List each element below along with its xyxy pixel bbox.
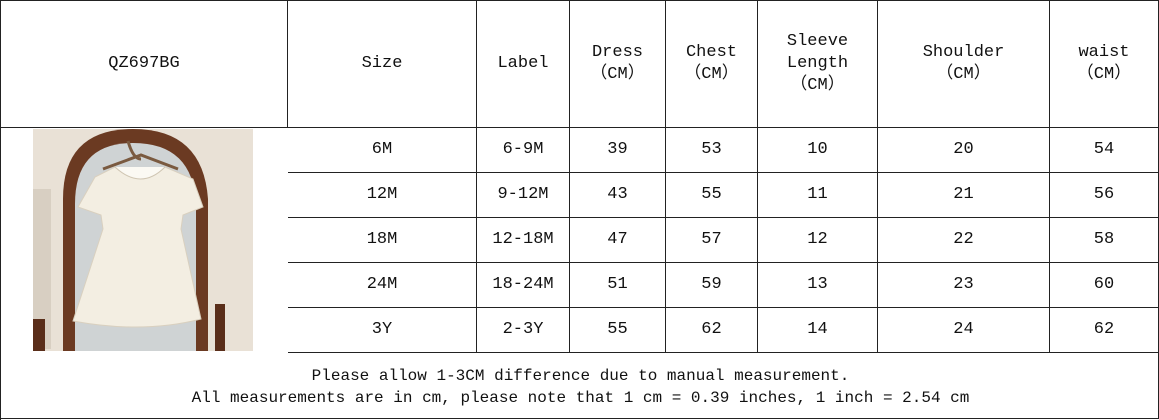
header-cell: QZ697BG: [1, 1, 288, 128]
table-cell: 47: [570, 218, 666, 263]
table-cell: 2-3Y: [477, 308, 570, 353]
table-cell: 11: [758, 173, 878, 218]
table-cell: 6-9M: [477, 128, 570, 173]
cell-text: 6-9M: [502, 140, 544, 159]
table-cell: 9-12M: [477, 173, 570, 218]
cell-text: 56: [1093, 185, 1115, 204]
table-cell: 3Y: [288, 308, 477, 353]
cell-text: 14: [807, 320, 828, 339]
cell-text: 53: [701, 140, 722, 159]
cell-text: 24: [953, 320, 974, 339]
cell-text: 3Y: [371, 320, 393, 339]
table-cell: 55: [666, 173, 758, 218]
cell-text: 12: [807, 230, 828, 249]
table-cell: 14: [758, 308, 878, 353]
footer-note: All measurements are in cm, please note …: [191, 389, 970, 407]
cell-text: 10: [807, 140, 828, 159]
cell-text: 20: [953, 140, 974, 159]
cell-text: Label: [497, 54, 549, 73]
header-cell: waist （CM）: [1050, 1, 1159, 128]
cell-text: 62: [701, 320, 722, 339]
header-cell: Size: [288, 1, 477, 128]
cell-text: 24M: [366, 275, 398, 294]
table-cell: 18-24M: [477, 263, 570, 308]
cell-text: 62: [1093, 320, 1115, 339]
cell-text: 51: [607, 275, 628, 294]
cell-text: （CM）: [590, 65, 645, 84]
cell-text: 21: [953, 185, 974, 204]
table-cell: 12M: [288, 173, 477, 218]
cell-text: （CM）: [936, 65, 991, 84]
table-cell: 58: [1050, 218, 1159, 263]
cell-text: 12M: [366, 185, 398, 204]
cell-text: Size: [361, 54, 403, 73]
table-cell: 57: [666, 218, 758, 263]
table-cell: 51: [570, 263, 666, 308]
cell-text: （CM）: [790, 76, 845, 95]
cell-text: 39: [607, 140, 628, 159]
cell-text: Length: [786, 54, 849, 73]
footer-note: Please allow 1-3CM difference due to man…: [311, 367, 850, 385]
cell-text: 60: [1093, 275, 1115, 294]
header-cell: Chest （CM）: [666, 1, 758, 128]
table-cell: 62: [666, 308, 758, 353]
cell-text: 47: [607, 230, 628, 249]
cell-text: QZ697BG: [108, 54, 180, 73]
cell-text: 13: [807, 275, 828, 294]
header-cell: Shoulder （CM）: [878, 1, 1050, 128]
table-cell: 62: [1050, 308, 1159, 353]
table-cell: 24M: [288, 263, 477, 308]
header-cell: Sleeve Length （CM）: [758, 1, 878, 128]
table-cell: 13: [758, 263, 878, 308]
cell-text: 59: [701, 275, 722, 294]
table-cell: 24: [878, 308, 1050, 353]
cell-text: 57: [701, 230, 722, 249]
cell-text: 55: [607, 320, 628, 339]
header-cell: Dress （CM）: [570, 1, 666, 128]
cell-text: 18M: [366, 230, 398, 249]
table-cell: 39: [570, 128, 666, 173]
cell-text: Dress: [591, 43, 643, 62]
cell-text: 22: [953, 230, 974, 249]
footer-cell: [1, 353, 1159, 419]
table-cell: 22: [878, 218, 1050, 263]
cell-text: 6M: [371, 140, 393, 159]
table-cell: 53: [666, 128, 758, 173]
table-cell: 18M: [288, 218, 477, 263]
cell-text: Chest: [685, 43, 737, 62]
cell-text: waist: [1078, 43, 1130, 62]
table-cell: 23: [878, 263, 1050, 308]
cell-text: 2-3Y: [502, 320, 544, 339]
cell-text: 54: [1093, 140, 1115, 159]
cell-text: 9-12M: [497, 185, 549, 204]
cell-text: 11: [807, 185, 828, 204]
table-cell: 6M: [288, 128, 477, 173]
cell-text: （CM）: [684, 65, 739, 84]
table-cell: 54: [1050, 128, 1159, 173]
table-cell: 55: [570, 308, 666, 353]
cell-text: Shoulder: [922, 43, 1005, 62]
table-cell: 12-18M: [477, 218, 570, 263]
cell-text: 18-24M: [492, 275, 554, 294]
cell-text: 43: [607, 185, 628, 204]
cell-text: Sleeve: [786, 32, 849, 51]
cell-text: 55: [701, 185, 722, 204]
cell-text: （CM）: [1076, 65, 1132, 84]
cell-text: 12-18M: [492, 230, 554, 249]
table-cell: 43: [570, 173, 666, 218]
header-cell: Label: [477, 1, 570, 128]
table-cell: 20: [878, 128, 1050, 173]
table-cell: 10: [758, 128, 878, 173]
product-photo: [33, 129, 253, 351]
table-cell: 12: [758, 218, 878, 263]
table-cell: 60: [1050, 263, 1159, 308]
cell-text: 58: [1093, 230, 1115, 249]
table-cell: 56: [1050, 173, 1159, 218]
table-cell: 59: [666, 263, 758, 308]
cell-text: 23: [953, 275, 974, 294]
table-cell: 21: [878, 173, 1050, 218]
